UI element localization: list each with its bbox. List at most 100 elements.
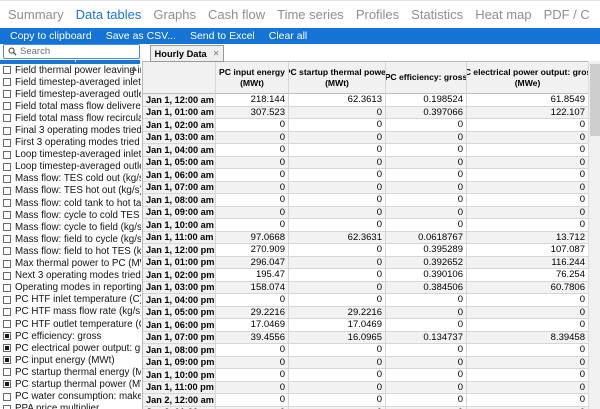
scrollbar-thumb[interactable] — [590, 64, 600, 136]
sidebar-item-label: Mass flow: TES hot out (kg/s) — [15, 185, 141, 197]
checkbox-icon[interactable] — [3, 283, 11, 292]
checkbox-icon[interactable] — [3, 259, 11, 268]
send-to-excel-button[interactable]: Send to Excel — [189, 30, 255, 42]
sidebar-item-pc-htf-inlet-temperature-c[interactable]: PC HTF inlet temperature (C) — [0, 294, 141, 306]
tab-profiles[interactable]: Profiles — [355, 7, 400, 22]
sidebar-item-mass-flow-tes-hot-out-kg-s[interactable]: Mass flow: TES hot out (kg/s) — [0, 185, 141, 197]
table-vertical-scrollbar[interactable] — [588, 61, 600, 409]
cell: 0 — [289, 169, 386, 182]
sidebar-item-loop-timestep-averaged-inlet-t[interactable]: Loop timestep-averaged inlet temperature… — [0, 149, 141, 161]
sidebar-item-label: PC startup thermal energy (MWht) — [15, 366, 141, 378]
sidebar-item-pc-startup-thermal-power-mwt[interactable]: PC startup thermal power (MWt) — [0, 378, 141, 390]
checkbox-checked-icon[interactable] — [3, 344, 11, 353]
sidebar-item-pc-htf-outlet-temperature-c[interactable]: PC HTF outlet temperature (C) — [0, 318, 141, 330]
search-input[interactable] — [20, 46, 125, 57]
tab-heat-map[interactable]: Heat map — [475, 7, 532, 22]
checkbox-icon[interactable] — [3, 271, 11, 280]
table-row: Jan 1, 09:00 pm 0 0 0 0 — [143, 356, 588, 369]
save-as-csv-button[interactable]: Save as CSV... — [105, 30, 176, 42]
hourly-data-table: PC input energy (MWt) PC startup thermal p… — [142, 61, 588, 409]
sidebar-item-final-3-operating-modes-tried[interactable]: Final 3 operating modes tried — [0, 124, 141, 136]
sidebar-item-mass-flow-cycle-to-field-kg-s[interactable]: Mass flow: cycle to field (kg/s) — [0, 221, 141, 233]
sidebar-item-field-timestep-averaged-inlet-[interactable]: Field timestep-averaged inlet temperatur… — [0, 76, 141, 88]
cell: 0 — [386, 344, 467, 357]
sidebar-item-field-timestep-averaged-outlet[interactable]: Field timestep-averaged outlet temperatu… — [0, 88, 141, 100]
tab-cash-flow[interactable]: Cash flow — [208, 7, 266, 22]
checkbox-icon[interactable] — [3, 247, 11, 256]
checkbox-icon[interactable] — [3, 126, 11, 135]
checkbox-icon[interactable] — [3, 162, 11, 171]
tab-data-tables[interactable]: Data tables — [75, 7, 142, 22]
checkbox-icon[interactable] — [3, 307, 11, 316]
sidebar-item-pc-water-consumption-makeup-kg[interactable]: PC water consumption: makeup (kg/hr) — [0, 391, 141, 403]
sidebar-item-pc-input-energy-mwt[interactable]: PC input energy (MWt) — [0, 354, 141, 366]
tab-hourly-data[interactable]: Hourly Data ✕ — [150, 45, 224, 62]
checkbox-checked-icon[interactable] — [3, 380, 11, 389]
sidebar-item-mass-flow-tes-cold-out-kg-s[interactable]: Mass flow: TES cold out (kg/s) — [0, 173, 141, 185]
row-label: Jan 1, 07:00 pm — [143, 331, 216, 344]
cell: 158.074 — [216, 281, 289, 294]
copy-to-clipboard-button[interactable]: Copy to clipboard — [10, 30, 92, 42]
sidebar-item-loop-timestep-averaged-outlet-[interactable]: Loop timestep-averaged outlet temperatur… — [0, 161, 141, 173]
sidebar-item-pc-startup-thermal-energy-mwht[interactable]: PC startup thermal energy (MWht) — [0, 366, 141, 378]
column-header-pc-efficiency-gross[interactable]: PC efficiency: gross — [386, 62, 467, 94]
sidebar-item-mass-flow-cycle-to-cold-tes-kg[interactable]: Mass flow: cycle to cold TES (kg/s) — [0, 209, 141, 221]
tab-graphs[interactable]: Graphs — [153, 7, 197, 22]
sidebar-item-mass-flow-field-to-hot-tes-kg-[interactable]: Mass flow: field to hot TES (kg/s) — [0, 245, 141, 257]
checkbox-icon[interactable] — [3, 404, 11, 409]
close-icon[interactable]: ✕ — [212, 48, 220, 58]
cell: 0 — [467, 156, 588, 169]
checkbox-icon[interactable] — [3, 368, 11, 377]
checkbox-icon[interactable] — [3, 392, 11, 401]
sidebar-item-first-3-operating-modes-tried[interactable]: First 3 operating modes tried — [0, 137, 141, 149]
tab-time-series[interactable]: Time series — [277, 7, 344, 22]
checkbox-icon[interactable] — [3, 138, 11, 147]
sidebar-item-ppa-price-multiplier[interactable]: PPA price multiplier — [0, 403, 141, 409]
checkbox-icon[interactable] — [3, 102, 11, 111]
sidebar-item-label: Field timestep-averaged inlet temperatur… — [15, 76, 141, 88]
sidebar-item-label: Mass flow: cycle to field (kg/s) — [15, 221, 141, 233]
checkbox-icon[interactable] — [3, 211, 11, 220]
sidebar-item-selected-partial[interactable]: Field thermal power incident (MWt) — [0, 60, 140, 64]
checkbox-icon[interactable] — [3, 90, 11, 99]
checkbox-icon[interactable] — [3, 66, 11, 75]
sidebar-item-mass-flow-cold-tank-to-hot-tan[interactable]: Mass flow: cold tank to hot tank (kg/s) — [0, 197, 141, 209]
table-row: Jan 1, 05:00 pm 29.2216 29.2216 0 0 — [143, 306, 588, 319]
search-box[interactable] — [3, 44, 140, 59]
clear-all-button[interactable]: Clear all — [268, 30, 308, 42]
cell: 0 — [216, 194, 289, 207]
row-label: Jan 1, 05:00 am — [143, 156, 216, 169]
column-header-pc-electrical-power-output-gross[interactable]: PC electrical power output: gross(MWe) — [467, 62, 588, 94]
sidebar-item-next-3-operating-modes-tried[interactable]: Next 3 operating modes tried — [0, 270, 141, 282]
sidebar-item-max-thermal-power-to-pc-mwt[interactable]: Max thermal power to PC (MWt) — [0, 258, 141, 270]
sidebar-item-operating-modes-in-reporting-t[interactable]: Operating modes in reporting timestep — [0, 282, 141, 294]
tab-statistics[interactable]: Statistics — [411, 7, 464, 22]
checkbox-icon[interactable] — [3, 78, 11, 87]
sidebar-item-field-total-mass-flow-recircul[interactable]: Field total mass flow recirculated (kg/s… — [0, 112, 141, 124]
sidebar-item-label: Field total mass flow recirculated (kg/s… — [15, 112, 141, 124]
scrollbar-up-icon[interactable] — [131, 66, 137, 71]
sidebar-item-pc-efficiency-gross[interactable]: PC efficiency: gross — [0, 330, 141, 342]
checkbox-icon[interactable] — [3, 199, 11, 208]
sidebar-item-pc-htf-mass-flow-rate-kg-s[interactable]: PC HTF mass flow rate (kg/s) — [0, 306, 141, 318]
checkbox-icon[interactable] — [3, 114, 11, 123]
column-header-pc-startup-thermal-power[interactable]: PC startup thermal power (MWt) — [289, 62, 386, 94]
sidebar-item-pc-electrical-power-output-gro[interactable]: PC electrical power output: gross (MWe) — [0, 342, 141, 354]
column-header-pc-input-energy[interactable]: PC input energy (MWt) — [216, 62, 289, 94]
checkbox-icon[interactable] — [3, 295, 11, 304]
sidebar-item-field-thermal-power-leaving-in[interactable]: Field thermal power leaving in HTF (MWt) — [0, 64, 141, 76]
checkbox-checked-icon[interactable] — [3, 332, 11, 341]
table-row: Jan 1, 03:00 am 0 0 0 0 — [143, 131, 588, 144]
cell: 0 — [386, 194, 467, 207]
checkbox-icon[interactable] — [3, 186, 11, 195]
checkbox-icon[interactable] — [3, 150, 11, 159]
tab-summary[interactable]: Summary — [8, 7, 64, 22]
checkbox-icon[interactable] — [3, 174, 11, 183]
checkbox-icon[interactable] — [3, 235, 11, 244]
sidebar-item-field-total-mass-flow-delivere[interactable]: Field total mass flow delivered (kg/s) — [0, 100, 141, 112]
checkbox-icon[interactable] — [3, 223, 11, 232]
checkbox-icon[interactable] — [3, 320, 11, 329]
tab-pdf-c[interactable]: PDF / C — [543, 7, 590, 22]
sidebar-item-mass-flow-field-to-cycle-kg-s[interactable]: Mass flow: field to cycle (kg/s) — [0, 233, 141, 245]
checkbox-checked-icon[interactable] — [3, 356, 11, 365]
